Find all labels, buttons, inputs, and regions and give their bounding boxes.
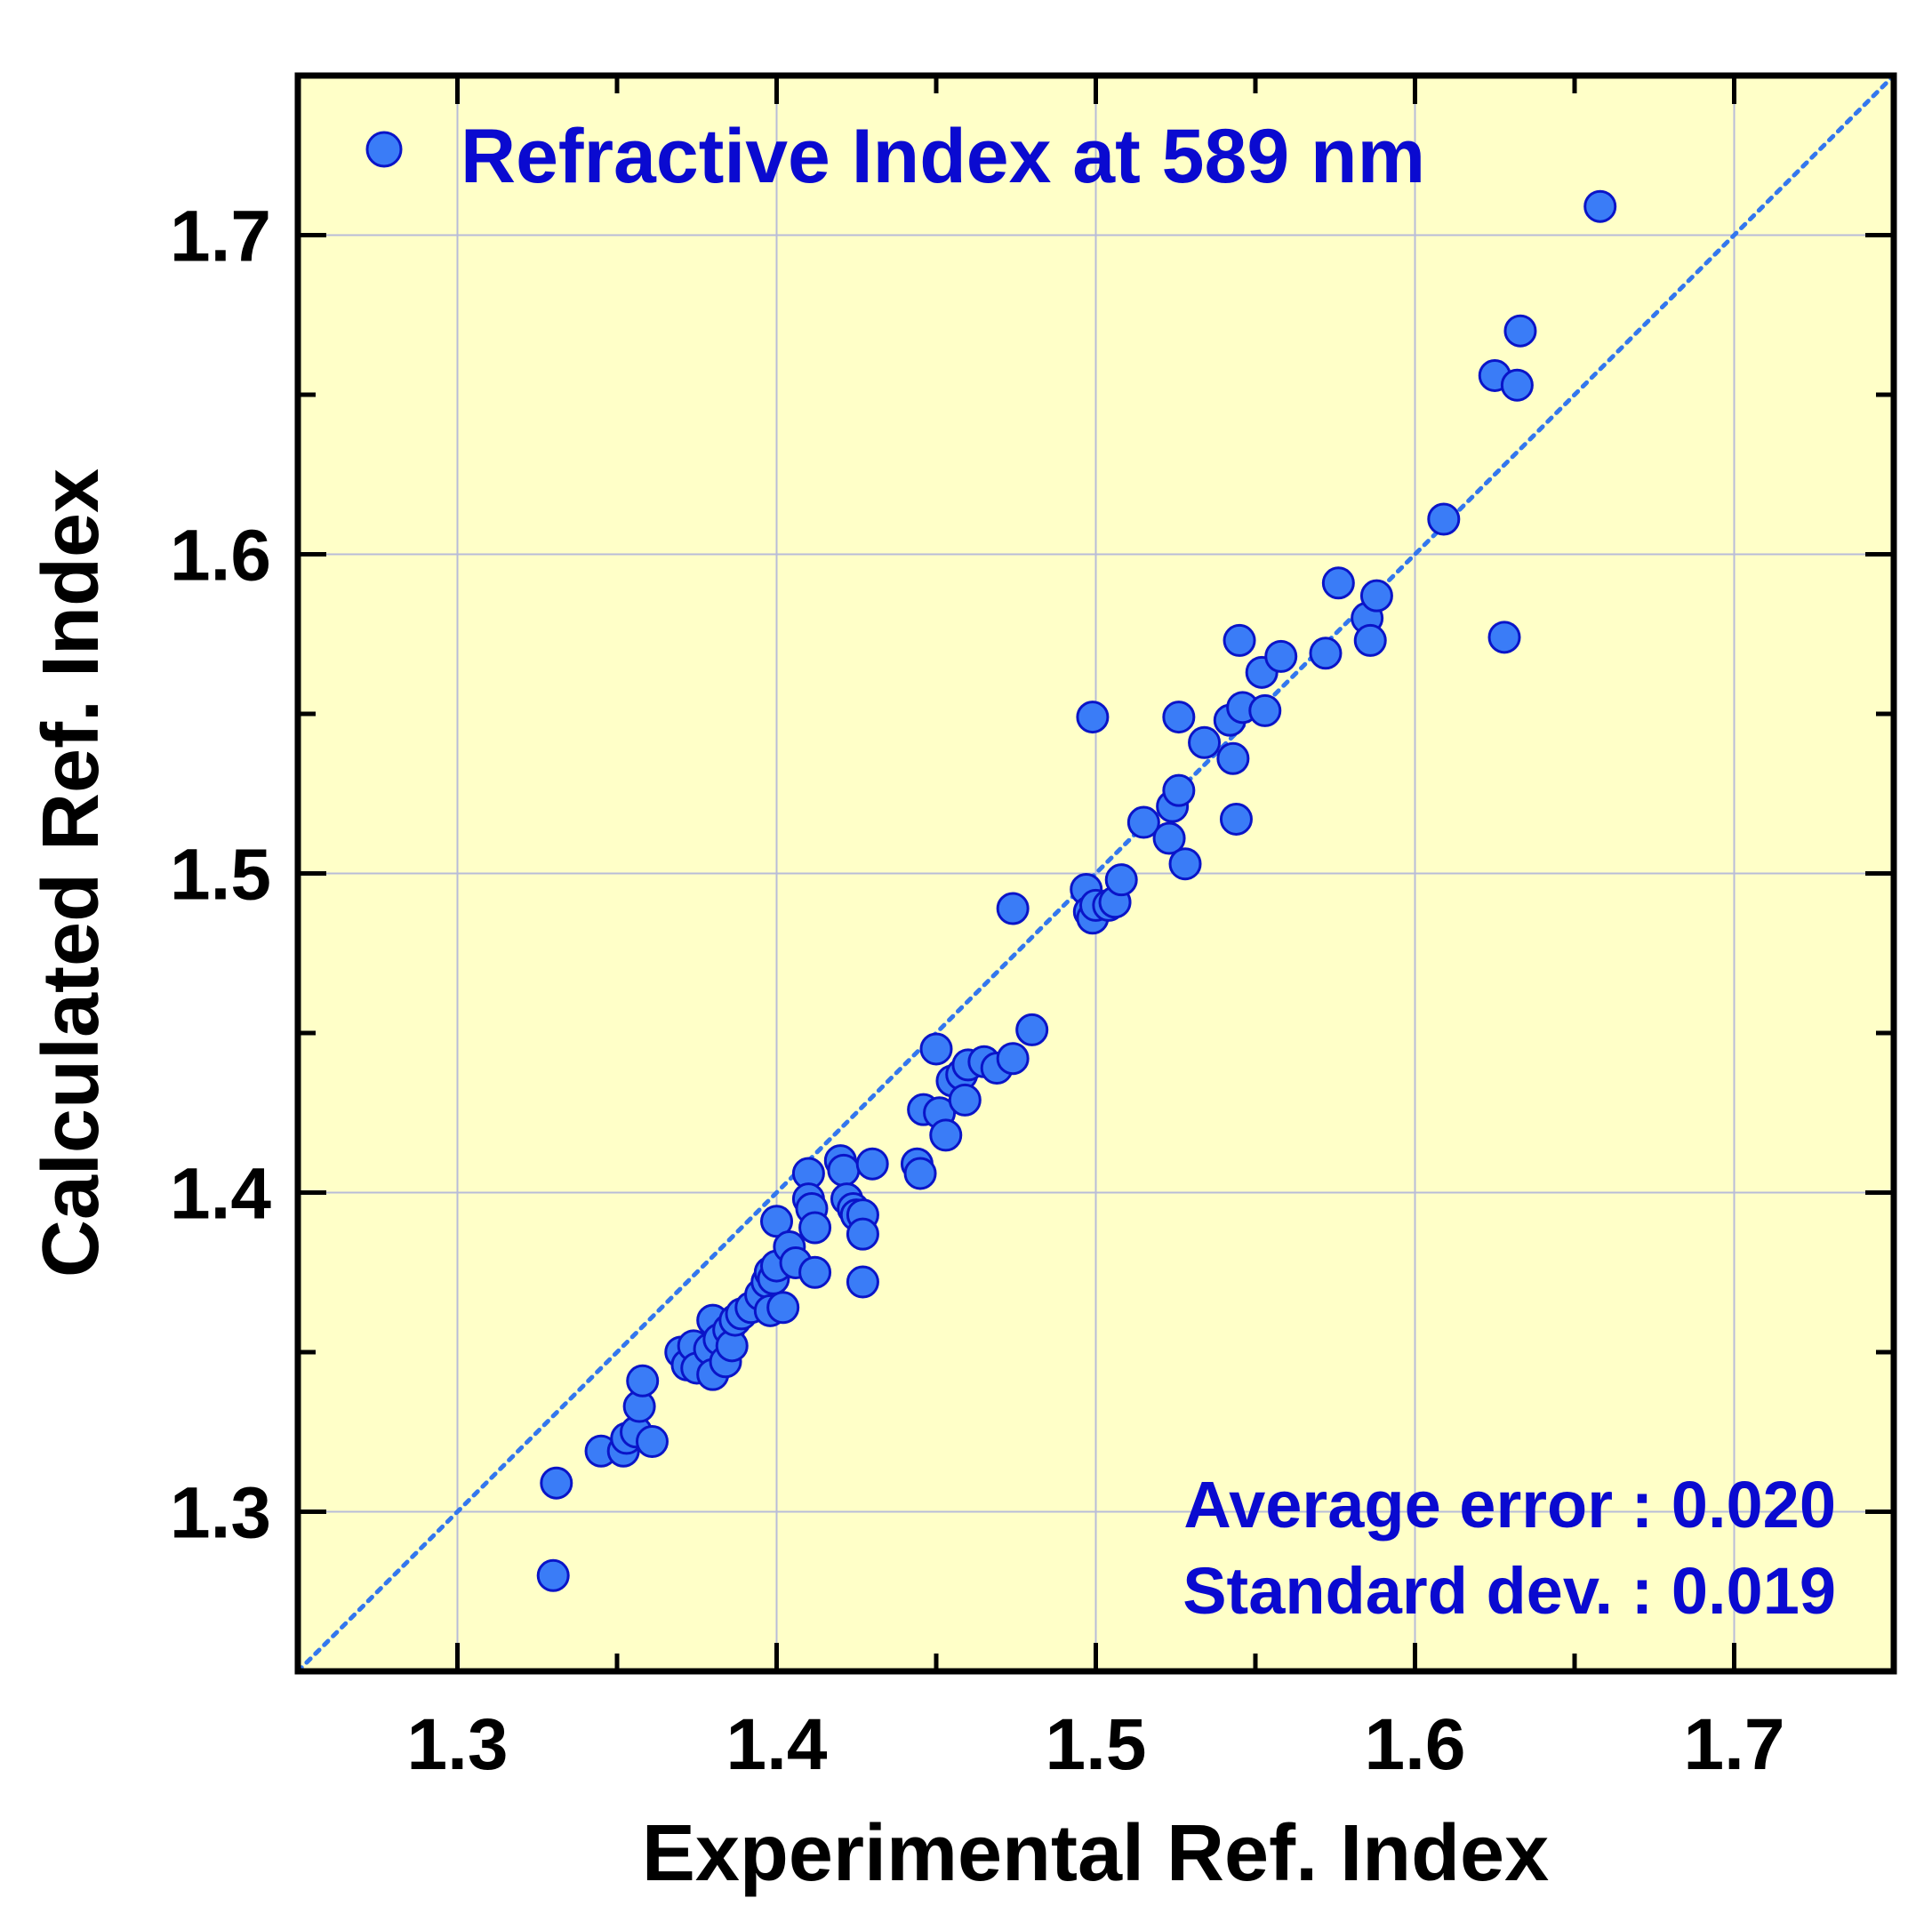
data-point bbox=[1015, 1013, 1049, 1046]
data-point bbox=[1359, 579, 1393, 613]
data-point bbox=[846, 1265, 879, 1299]
standard-deviation-text: Standard dev. : 0.019 bbox=[1182, 1554, 1836, 1628]
data-point bbox=[903, 1157, 937, 1190]
x-tick-label: 1.4 bbox=[726, 1704, 828, 1785]
y-axis-tick-labels: 1.3 1.4 1.5 1.6 1.7 bbox=[170, 196, 271, 1554]
x-tick-label: 1.6 bbox=[1365, 1704, 1466, 1785]
y-tick-label: 1.6 bbox=[170, 516, 271, 597]
data-point bbox=[1168, 847, 1202, 881]
data-point bbox=[1216, 741, 1250, 775]
axis-ticks bbox=[298, 76, 1894, 1671]
y-tick-label: 1.4 bbox=[170, 1154, 271, 1235]
data-point bbox=[1500, 368, 1534, 402]
data-point bbox=[1219, 802, 1253, 836]
data-point bbox=[760, 1205, 793, 1238]
data-point bbox=[798, 1255, 832, 1289]
average-error-text: Average error : 0.020 bbox=[1183, 1468, 1836, 1542]
identity-reference-line bbox=[295, 73, 1896, 1674]
data-point bbox=[540, 1466, 573, 1500]
x-axis-title: Experimental Ref. Index bbox=[642, 1809, 1549, 1898]
x-tick-label: 1.3 bbox=[407, 1704, 509, 1785]
legend-label: Refractive Index at 589 nm bbox=[461, 114, 1425, 199]
data-point bbox=[855, 1147, 889, 1181]
data-point bbox=[827, 1153, 861, 1187]
data-point bbox=[1126, 805, 1160, 839]
data-point bbox=[996, 892, 1030, 925]
legend: Refractive Index at 589 nm bbox=[365, 114, 1425, 199]
data-point bbox=[1264, 639, 1298, 673]
data-point bbox=[1162, 773, 1196, 807]
data-point bbox=[1248, 693, 1282, 727]
data-point bbox=[948, 1083, 982, 1117]
data-point bbox=[1353, 623, 1387, 657]
data-point bbox=[798, 1211, 832, 1245]
y-tick-label: 1.5 bbox=[170, 835, 271, 916]
data-point bbox=[1076, 701, 1110, 734]
y-tick-label: 1.7 bbox=[170, 196, 271, 277]
data-point bbox=[1583, 189, 1617, 223]
data-point bbox=[1321, 566, 1355, 600]
data-point bbox=[1503, 314, 1537, 348]
data-point bbox=[919, 1032, 953, 1066]
x-tick-label: 1.7 bbox=[1684, 1704, 1785, 1785]
y-axis-title: Calculated Ref. Index bbox=[27, 468, 116, 1277]
legend-marker-icon bbox=[365, 131, 403, 168]
data-point bbox=[1309, 637, 1343, 670]
data-point bbox=[929, 1118, 963, 1152]
data-point bbox=[996, 1042, 1030, 1076]
x-tick-label: 1.5 bbox=[1046, 1704, 1147, 1785]
data-point bbox=[1152, 821, 1186, 855]
data-point bbox=[536, 1558, 570, 1592]
data-point bbox=[1223, 623, 1256, 657]
statistics-annotation: Average error : 0.020 Standard dev. : 0.… bbox=[1182, 1468, 1836, 1628]
data-points bbox=[536, 189, 1617, 1592]
data-point bbox=[1427, 502, 1461, 536]
data-point bbox=[846, 1217, 879, 1251]
y-tick-label: 1.3 bbox=[170, 1473, 271, 1554]
data-point bbox=[1487, 621, 1521, 654]
data-point bbox=[635, 1425, 669, 1459]
x-axis-tick-labels: 1.3 1.4 1.5 1.6 1.7 bbox=[407, 1704, 1785, 1785]
data-point bbox=[626, 1364, 660, 1397]
grid-lines bbox=[298, 76, 1894, 1671]
data-point bbox=[1188, 725, 1222, 759]
data-point bbox=[1104, 863, 1138, 897]
data-point bbox=[1162, 701, 1196, 734]
data-point bbox=[766, 1291, 800, 1325]
